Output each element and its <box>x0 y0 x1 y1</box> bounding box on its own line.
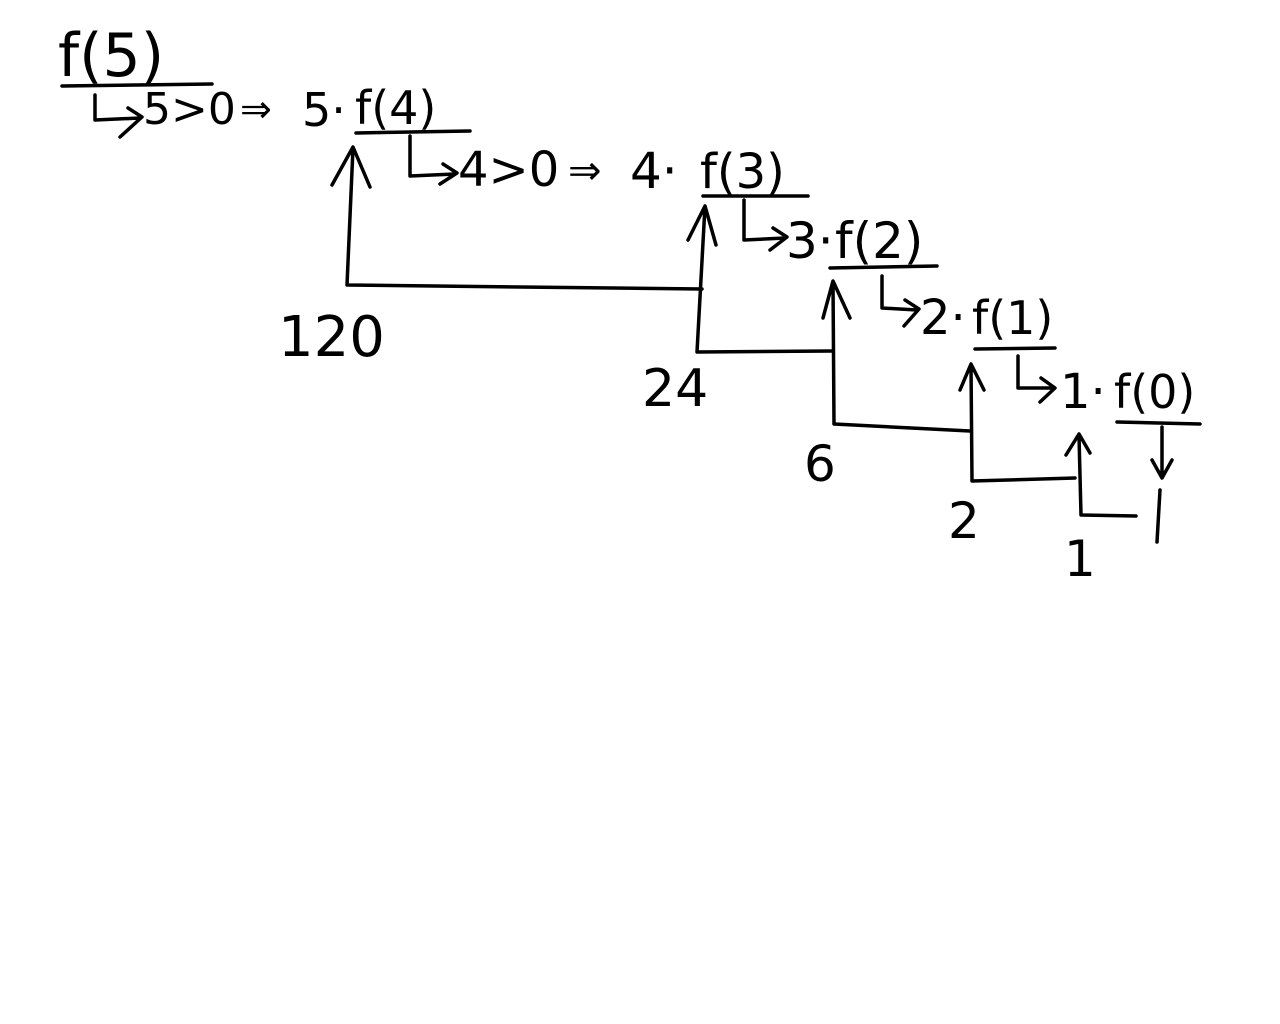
step-2-check: 4>0 <box>458 142 559 198</box>
return-connector <box>686 204 834 354</box>
step-1-check: 5>0 <box>143 84 236 135</box>
result-24: 24 <box>642 359 708 419</box>
base-value: 1 <box>1200 539 1201 541</box>
branch-arrow-icon <box>93 93 144 139</box>
step-1-expr: 5· <box>302 83 346 137</box>
step-4-call: f(1) <box>972 291 1053 345</box>
step-5-call: f(0) <box>1114 365 1195 419</box>
result-6: 6 <box>804 435 836 493</box>
step-3-call: f(2) <box>835 212 923 270</box>
initial-call-underline <box>60 82 214 88</box>
base-value-glyph <box>1155 488 1162 544</box>
result-1: 1 <box>1064 530 1096 588</box>
step-3-underline <box>828 264 939 270</box>
step-2-call: f(3) <box>700 144 785 200</box>
branch-arrow-icon <box>880 274 921 328</box>
branch-arrow-icon <box>742 198 789 252</box>
step-5-underline <box>1115 420 1202 426</box>
step-4-expr: 2· <box>920 290 966 346</box>
step-5-expr: 1· <box>1060 364 1106 420</box>
step-1-implies: ⇒ <box>240 87 272 131</box>
step-2-expr: 4· <box>630 142 678 200</box>
step-3-expr: 3· <box>786 212 834 270</box>
result-2: 2 <box>948 492 980 550</box>
return-connector <box>821 279 972 433</box>
return-connector <box>958 362 1077 483</box>
initial-call: f(5) <box>58 21 164 91</box>
step-1-underline <box>354 129 472 135</box>
branch-arrow-icon <box>408 134 459 186</box>
step-2-implies: ⇒ <box>568 148 602 194</box>
step-4-underline <box>973 346 1057 351</box>
return-connector <box>1064 432 1138 518</box>
branch-arrow-icon <box>1016 354 1057 404</box>
return-connector <box>330 145 704 291</box>
step-1-call: f(4) <box>355 81 436 135</box>
result-120: 120 <box>278 305 385 370</box>
down-arrow-icon <box>1150 425 1174 480</box>
